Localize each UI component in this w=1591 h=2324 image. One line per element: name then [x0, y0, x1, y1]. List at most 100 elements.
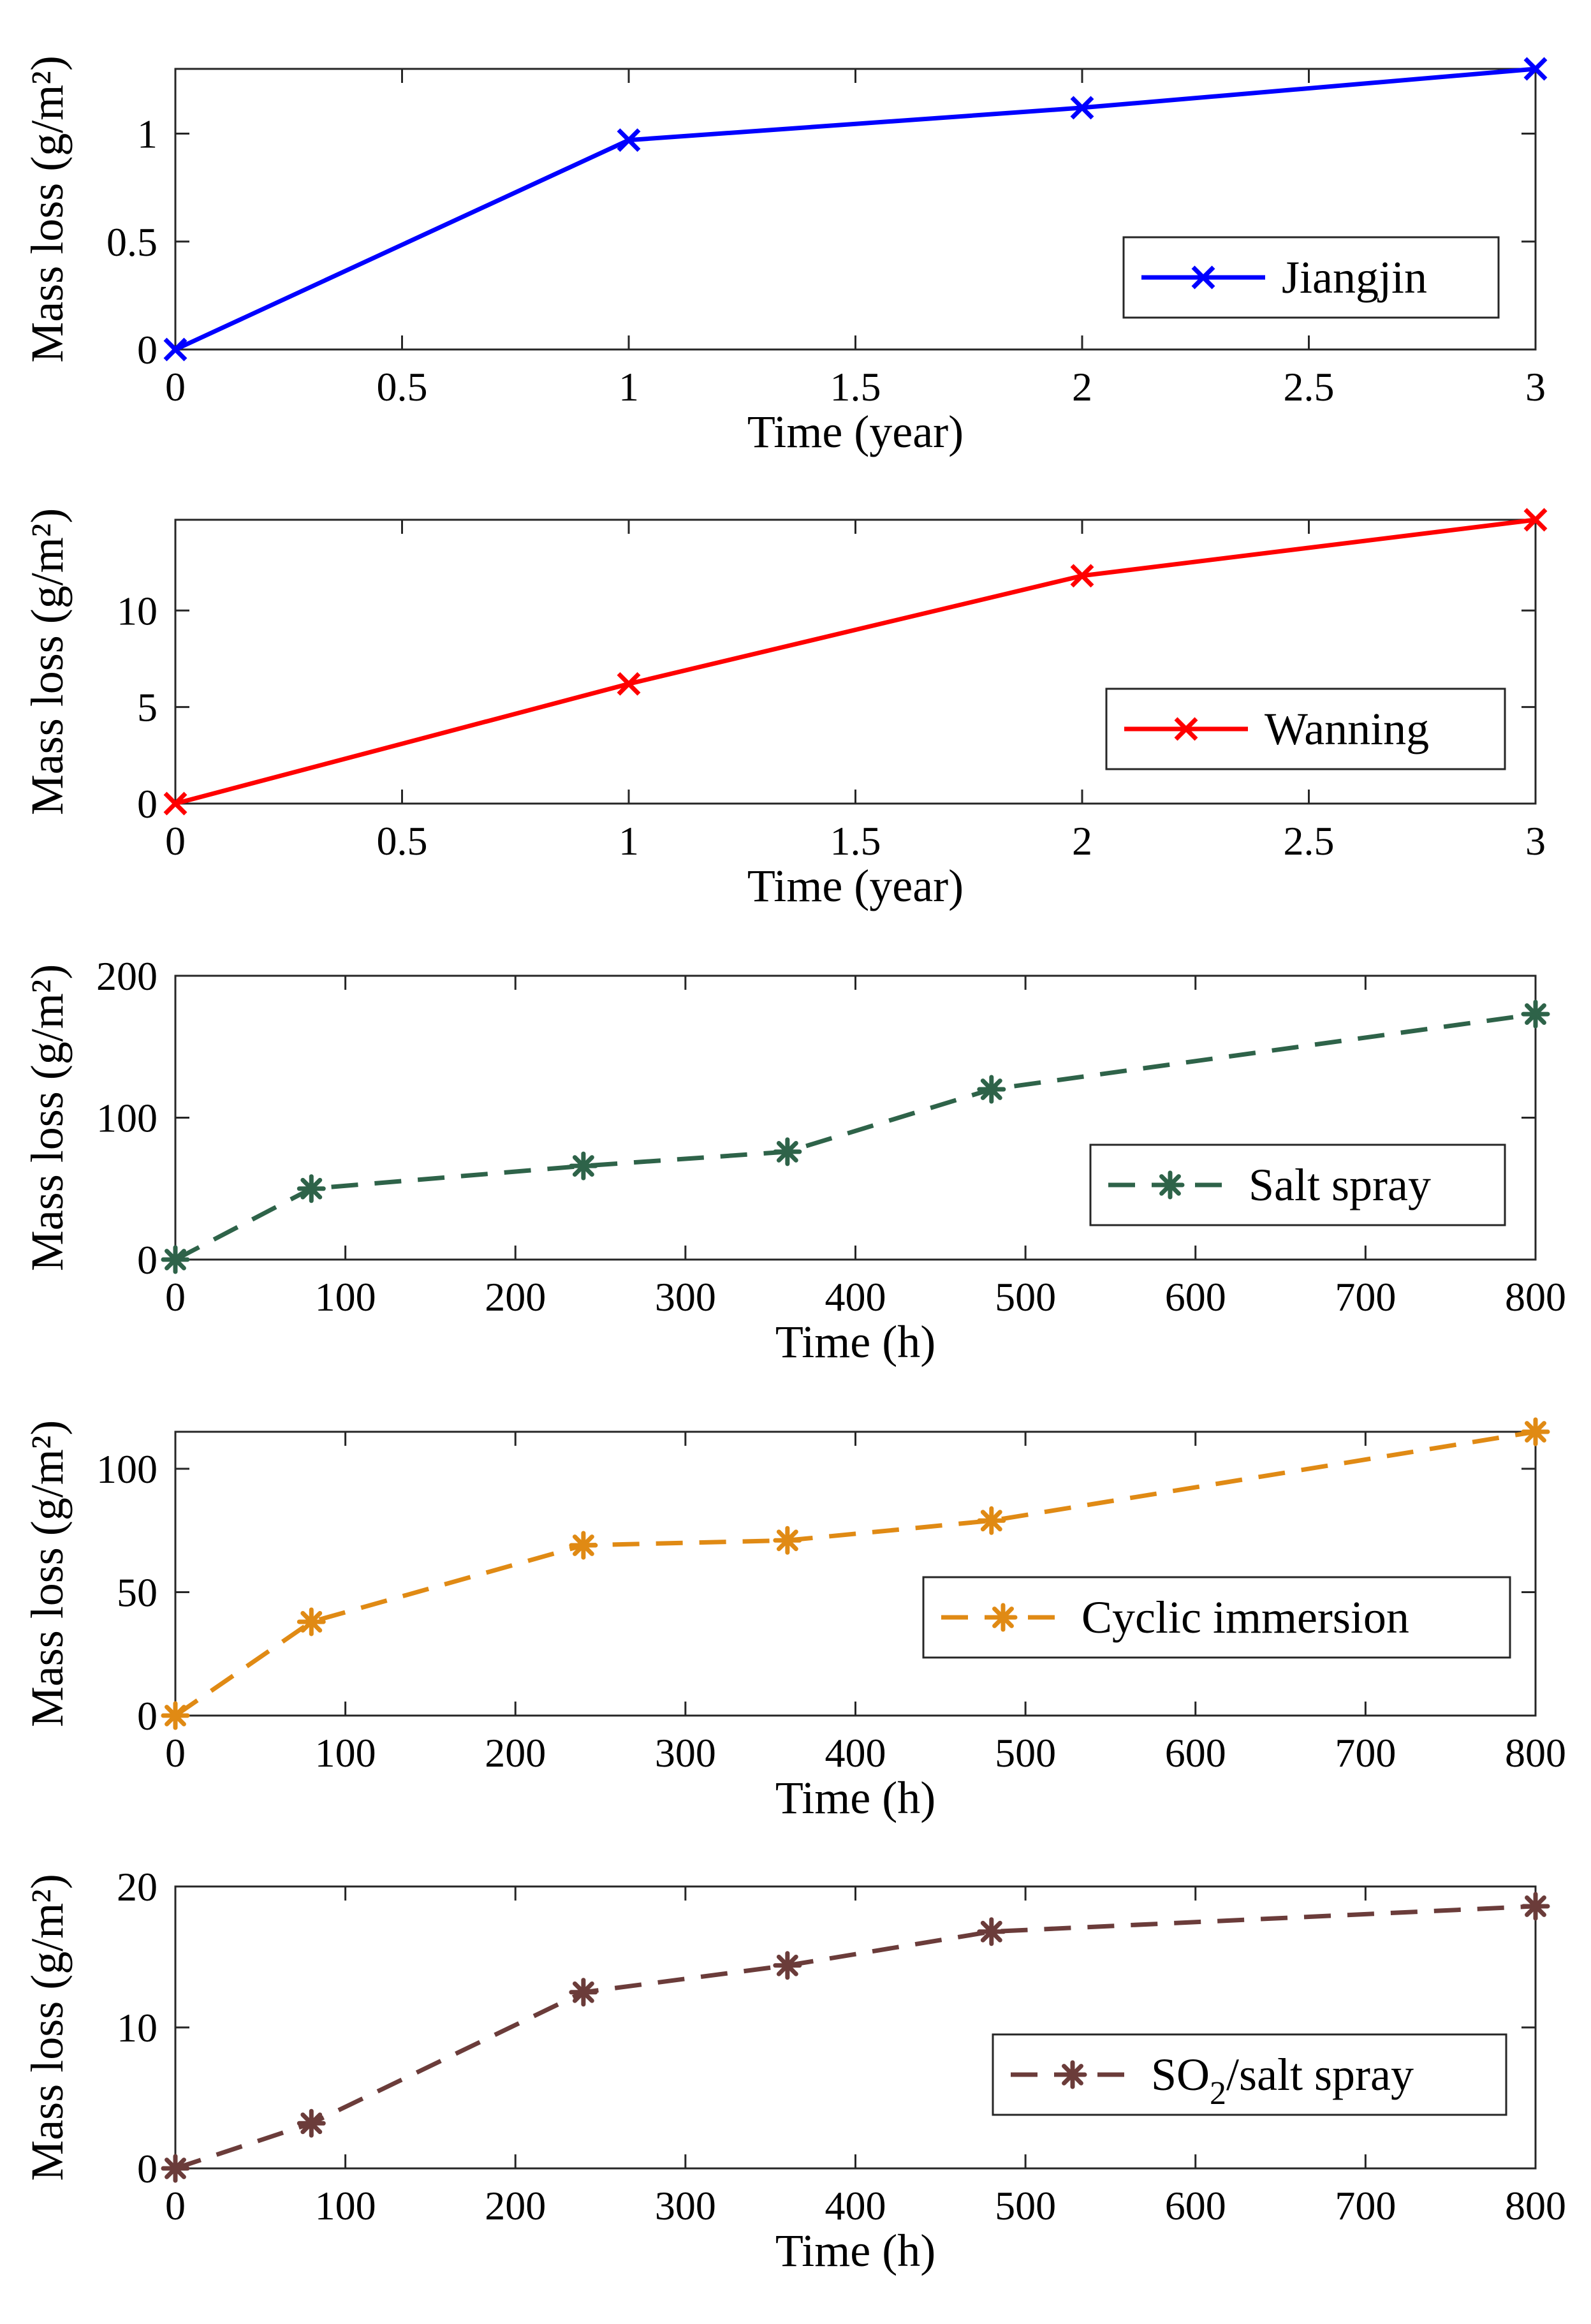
- x-tick-label: 0: [165, 1274, 186, 1320]
- data-point-legend: [1174, 717, 1198, 741]
- x-tick-label: 300: [655, 1730, 716, 1776]
- x-tick-label: 3: [1525, 364, 1546, 409]
- x-tick-label: 800: [1505, 2183, 1566, 2228]
- x-tick-label: 0.5: [377, 818, 428, 864]
- legend: SO2/salt spray: [992, 2033, 1507, 2116]
- data-point-1: [297, 1174, 326, 1203]
- data-point-0: [163, 337, 187, 362]
- y-tick-label: 0: [137, 781, 158, 827]
- x-tick-label: 800: [1505, 1730, 1566, 1776]
- x-tick-label: 500: [995, 1274, 1056, 1320]
- legend: Wanning: [1105, 688, 1506, 770]
- data-point-0: [161, 1245, 190, 1274]
- panel-jiangjin: 0 0.5 1 1.5 2 2.5 3 0 0.5 1 Time (year) Mass loss (…: [22, 55, 1548, 457]
- data-point-legend: [1155, 1170, 1185, 1200]
- series-line: [174, 66, 1536, 352]
- series-line: [174, 1011, 1536, 1262]
- y-tick-label: 0: [137, 327, 158, 372]
- legend-label: Wanning: [1265, 703, 1429, 754]
- x-tick-label: 100: [315, 1274, 376, 1320]
- x-tick-label: 600: [1165, 1730, 1226, 1776]
- data-point-0: [161, 1701, 190, 1730]
- panel-salt-spray: 0 100 200 300 400 500 600 700 800 0 100 200 Time (h)…: [22, 953, 1566, 1367]
- data-point-5: [1521, 1417, 1550, 1446]
- series-line: [174, 1429, 1536, 1717]
- y-tick-label: 0: [137, 1237, 158, 1283]
- data-point-3: [773, 1951, 802, 1980]
- y-tick-label: 0: [137, 1693, 158, 1739]
- series-line: [175, 517, 1536, 806]
- legend: Cyclic immersion: [922, 1576, 1511, 1659]
- data-point-legend: [988, 1603, 1018, 1632]
- data-point-0: [163, 791, 187, 816]
- data-point-1: [617, 128, 641, 152]
- data-point-3: [1523, 57, 1548, 81]
- x-tick-label: 200: [485, 1730, 546, 1776]
- y-tick-label: 1: [137, 112, 158, 157]
- legend-label-part: /salt spray: [1226, 2049, 1414, 2100]
- x-axis-title: Time (h): [775, 1316, 935, 1367]
- x-tick-label: 400: [825, 2183, 886, 2228]
- x-tick-label: 500: [995, 2183, 1056, 2228]
- legend-label: SO2/salt spray: [1151, 2049, 1414, 2112]
- y-tick-label: 100: [96, 1446, 158, 1492]
- y-axis-title: Mass loss (g/m²): [22, 1420, 73, 1728]
- data-point-3: [773, 1137, 802, 1166]
- y-axis-title: Mass loss (g/m²): [22, 55, 73, 363]
- data-point-legend: [1191, 265, 1215, 290]
- x-tick-label: 200: [485, 2183, 546, 2228]
- x-tick-label: 0: [165, 2183, 186, 2228]
- x-tick-label: 0.5: [377, 364, 428, 409]
- axes-box: [174, 1430, 1537, 1717]
- y-tick-label: 200: [96, 953, 158, 999]
- x-tick-label: 2.5: [1284, 818, 1335, 864]
- y-axis-title: Mass loss (g/m²): [22, 964, 73, 1272]
- data-point-3: [773, 1526, 802, 1555]
- y-axis-title: Mass loss (g/m²): [22, 508, 73, 816]
- x-tick-label: 400: [825, 1274, 886, 1320]
- x-tick-label: 100: [315, 2183, 376, 2228]
- data-point-2: [1070, 96, 1094, 120]
- x-tick-label: 500: [995, 1730, 1056, 1776]
- data-point-2: [569, 1978, 598, 2007]
- x-tick-label: 200: [485, 1274, 546, 1320]
- x-tick-label: 0: [165, 1730, 186, 1776]
- legend-label-part: SO: [1151, 2049, 1210, 2100]
- panel-so2-salt-spray: 0 100 200 300 400 500 600 700 800 0 10 20 Time (h) Ma…: [22, 1864, 1566, 2276]
- data-point-1: [297, 2108, 326, 2138]
- data-point-1: [617, 672, 641, 696]
- data-point-3: [1523, 508, 1548, 532]
- x-tick-label: 100: [315, 1730, 376, 1776]
- panel-wanning: 0 0.5 1 1.5 2 2.5 3 0 5 10 Time (year) Mass loss (g…: [22, 508, 1548, 911]
- x-tick-label: 600: [1165, 2183, 1226, 2228]
- x-tick-label: 0: [165, 364, 186, 409]
- x-tick-label: 2.5: [1284, 364, 1335, 409]
- x-tick-label: 3: [1525, 818, 1546, 864]
- y-tick-label: 0.5: [106, 219, 158, 265]
- data-point-1: [297, 1607, 326, 1636]
- y-tick-label: 5: [137, 685, 158, 730]
- axes-box: [174, 1885, 1537, 2170]
- x-tick-label: 1.5: [830, 818, 881, 864]
- x-tick-label: 700: [1335, 1730, 1396, 1776]
- x-axis-title: Time (year): [747, 860, 964, 911]
- x-axis-title: Time (h): [775, 1772, 935, 1823]
- legend-label-subscript: 2: [1210, 2075, 1226, 2112]
- data-point-legend: [1058, 2060, 1087, 2089]
- y-axis-title: Mass loss (g/m²): [22, 1874, 73, 2181]
- y-tick-label: 100: [96, 1096, 158, 1141]
- legend: Salt spray: [1089, 1144, 1506, 1226]
- legend-box: [922, 1576, 1511, 1659]
- data-point-4: [977, 1075, 1006, 1104]
- x-tick-label: 2: [1072, 364, 1092, 409]
- x-tick-label: 2: [1072, 818, 1092, 864]
- x-tick-label: 1: [619, 364, 639, 409]
- data-point-4: [977, 1506, 1006, 1535]
- x-tick-label: 700: [1335, 2183, 1396, 2228]
- x-tick-label: 300: [655, 2183, 716, 2228]
- legend: Jiangjin: [1122, 236, 1500, 319]
- x-axis-title: Time (h): [775, 2225, 935, 2276]
- x-tick-label: 300: [655, 1274, 716, 1320]
- data-point-2: [569, 1531, 598, 1560]
